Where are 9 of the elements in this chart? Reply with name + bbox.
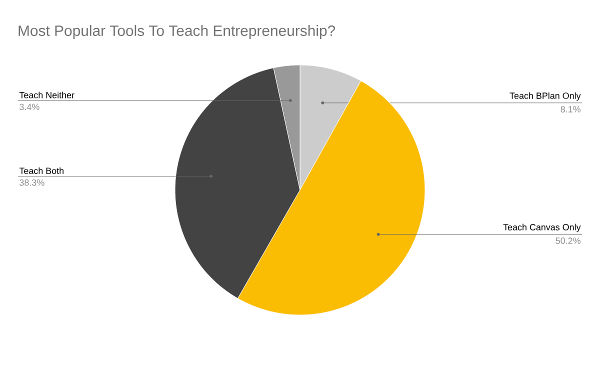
data-label: 3.4%	[20, 104, 40, 110]
data-label: 8.1%	[560, 106, 580, 112]
slice-label: Teach Both	[19, 167, 64, 174]
chart-title: Most Popular Tools To Teach Entrepreneurship?	[18, 25, 336, 39]
slice-label: Teach Canvas Only	[503, 224, 581, 232]
slice-label: Teach BPlan Only	[510, 92, 581, 101]
data-label: 50.2%	[556, 238, 580, 244]
slice-label: Teach Neither	[19, 92, 74, 98]
data-label: 38.3%	[20, 179, 44, 186]
